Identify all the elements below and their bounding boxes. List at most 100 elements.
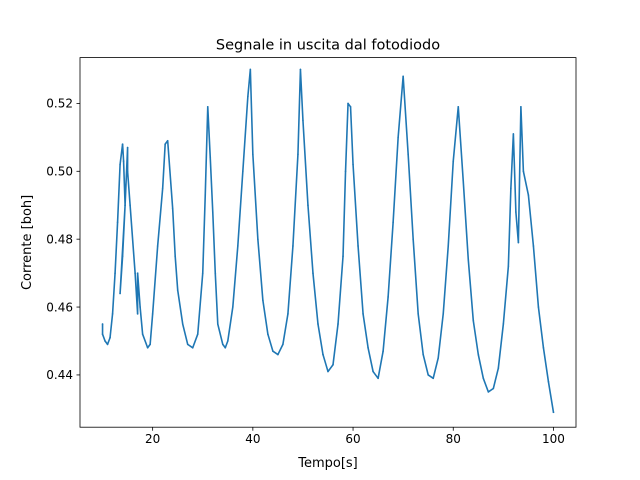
data-point [537,306,540,308]
x-tick-label: 60 [345,432,360,446]
data-point [209,156,212,159]
data-point [216,323,219,325]
x-axis-ticks: 20 40 60 80 100 [145,427,565,446]
data-point [141,333,144,336]
x-tick-label: 20 [145,432,160,446]
data-point [156,245,159,247]
data-point [287,313,289,315]
data-point [372,370,374,373]
data-point [272,350,274,352]
data-point [181,323,184,325]
data-point [204,194,207,196]
data-point [116,221,119,224]
data-point [547,380,550,383]
series-layer [101,68,555,414]
data-point [136,272,139,274]
x-axis-label: Tempo[s] [297,456,358,471]
data-point [317,323,319,325]
data-point [252,153,254,156]
y-tick-label: 0.46 [46,300,73,314]
plot-area [80,57,576,428]
y-tick-label: 0.44 [46,368,73,382]
y-axis-label: Corrente [boh] [20,195,35,290]
y-tick-label: 0.52 [46,97,73,111]
data-point [206,106,209,108]
data-point [136,313,139,315]
data-point [232,306,234,308]
data-point [146,346,149,349]
data-point [432,377,435,380]
data-point [174,255,176,257]
data-point [109,336,111,339]
data-point [211,211,214,213]
data-point [297,153,299,156]
data-point [344,170,347,173]
data-point [176,289,179,291]
data-point [292,245,294,247]
data-point [402,75,404,78]
data-point [527,194,530,196]
data-point [510,187,512,190]
data-point [226,340,229,342]
data-point [367,346,369,349]
data-point [447,245,450,247]
data-point [312,272,314,274]
data-point [302,119,304,122]
data-point [121,143,124,145]
data-point [282,343,284,346]
data-point [122,160,125,162]
data-point [299,68,302,71]
data-point [407,153,409,156]
data-point [257,238,259,240]
data-point [507,265,510,268]
data-point [512,133,515,135]
chart-title: Segnale in uscita dal fotodiodo [216,38,440,54]
y-tick-label: 0.50 [46,164,73,178]
data-point [542,346,545,349]
x-tick-label: 40 [245,432,260,446]
data-point [166,139,169,142]
data-point [477,353,480,356]
data-point [327,370,329,373]
data-point [322,353,324,356]
data-point [101,323,104,325]
data-point [134,272,136,274]
data-point [267,333,269,336]
data-point [497,367,500,369]
data-point [427,374,430,376]
data-point [520,106,522,108]
data-point [422,353,424,356]
data-point [307,204,309,207]
data-point [104,340,106,342]
y-tick-label: 0.48 [46,232,73,246]
data-point [186,343,189,346]
y-axis-ticks: 0.44 0.46 0.48 0.50 0.52 [46,97,80,382]
data-point [347,102,349,105]
data-point [161,187,164,190]
data-point [437,357,440,359]
data-point [129,204,131,207]
data-point [515,211,517,213]
data-point [452,160,455,162]
data-point [224,346,227,349]
data-point [164,143,166,145]
data-point [151,313,154,315]
data-point [191,346,194,349]
data-point [249,68,252,71]
data-point [349,106,352,108]
data-point [277,353,279,356]
data-point [472,319,475,322]
data-point [111,313,114,315]
data-point [502,323,505,325]
data-point [387,296,389,298]
data-point [221,343,224,346]
data-point [552,411,555,414]
data-point [392,221,394,224]
data-point [149,343,151,346]
data-point [342,255,344,257]
data-point [362,313,364,315]
data-point [214,272,217,274]
data-point [101,333,104,336]
data-point [126,146,129,149]
data-point [119,163,121,166]
